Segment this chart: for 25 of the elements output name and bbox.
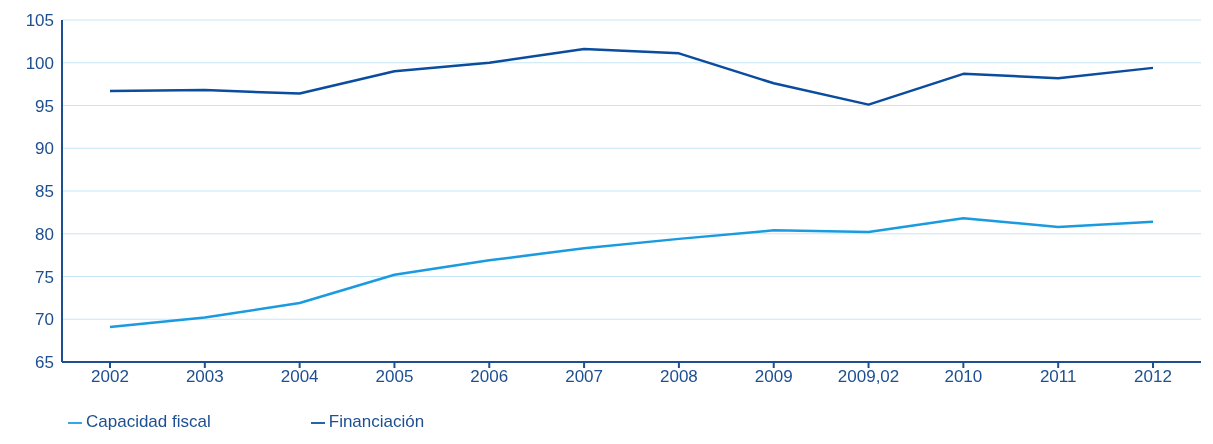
legend-label: Financiación bbox=[328, 412, 425, 431]
x-tick-label: 2007 bbox=[565, 367, 603, 387]
y-tick-label: 85 bbox=[35, 182, 54, 202]
y-tick-label: 75 bbox=[35, 267, 54, 287]
y-tick-label: 95 bbox=[35, 96, 54, 116]
y-tick-label: 80 bbox=[35, 224, 54, 244]
x-tick-label: 2004 bbox=[280, 367, 319, 387]
x-tick-label: 2002 bbox=[91, 367, 129, 387]
y-tick-label: 90 bbox=[35, 139, 54, 159]
x-tick-label: 2009 bbox=[754, 367, 793, 387]
x-tick-label: 2008 bbox=[660, 367, 698, 387]
x-tick-label: 2012 bbox=[1134, 367, 1172, 387]
y-tick-label: 105 bbox=[25, 11, 54, 31]
y-tick-label: 70 bbox=[35, 310, 54, 330]
x-tick-label: 2003 bbox=[185, 367, 224, 387]
legend-label: Capacidad fiscal bbox=[86, 412, 211, 431]
y-tick-label: 65 bbox=[35, 353, 54, 373]
y-tick-label: 100 bbox=[25, 53, 54, 73]
line-series bbox=[108, 217, 1155, 329]
x-tick-label: 2010 bbox=[944, 367, 983, 387]
line-series bbox=[108, 47, 1155, 106]
x-tick-label: 2006 bbox=[470, 367, 509, 387]
x-tick-label: 2009,02 bbox=[837, 367, 900, 387]
x-tick-label: 2005 bbox=[375, 367, 414, 387]
x-tick-label: 2011 bbox=[1039, 367, 1077, 387]
